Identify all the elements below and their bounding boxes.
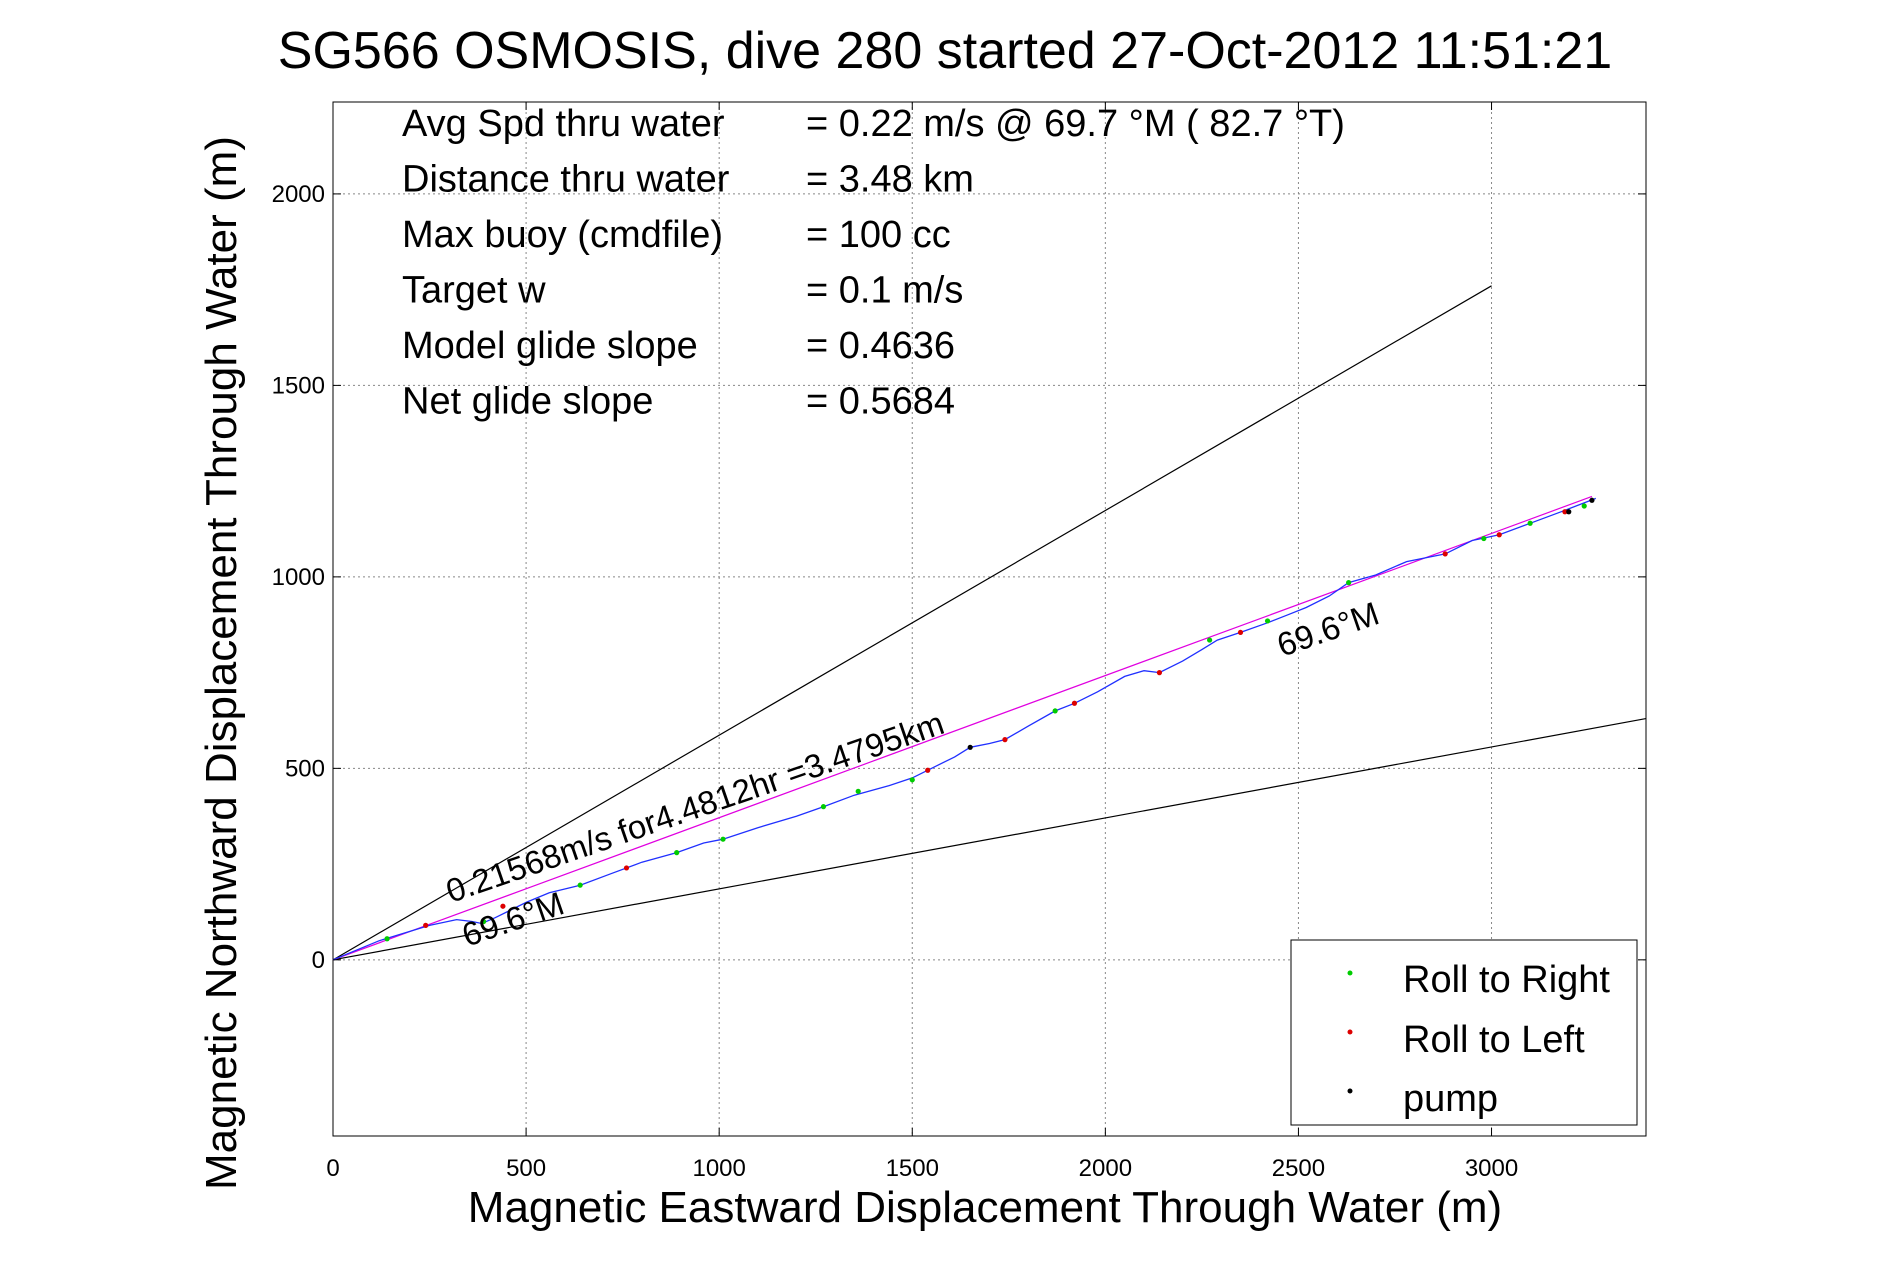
x-tick-label: 2000 [1079,1155,1132,1182]
legend-marker-pump [1347,1088,1353,1094]
series-layer [332,497,1597,961]
info-value: = 100 cc [806,214,951,256]
track-series-line [332,497,1597,961]
y-tick-label: 2000 [272,181,325,208]
x-tick-label: 500 [506,1155,546,1182]
marker-roll-right [1264,618,1271,624]
x-tick-label: 1500 [886,1155,939,1182]
track-annotation: 0.21568m/s for4.4812hr =3.4795km [441,704,948,910]
plot-area-frame [332,101,1647,1137]
marker-roll-right [577,882,583,888]
marker-roll-right [820,804,827,810]
marker-roll-left [925,767,931,773]
reference-line-1 [332,285,1492,961]
marker-roll-left [1237,629,1244,636]
x-tick-label: 0 [326,1155,339,1182]
legend-marker-roll-right [1347,970,1353,976]
marker-roll-right [1581,503,1587,509]
marker-roll-right [1481,535,1487,542]
x-tick-label: 1000 [692,1155,745,1182]
reference-line-3 [332,495,1593,961]
legend-label-pump: pump [1403,1078,1498,1120]
legend: Roll to Right Roll to Left pump [1290,939,1638,1126]
marker-roll-right [1052,708,1058,714]
marker-roll-left [423,922,429,928]
info-label: Avg Spd thru water [402,103,725,145]
info-text-block: Avg Spd thru water = 0.22 m/s @ 69.7 °M (… [402,103,1345,423]
chart-title: SG566 OSMOSIS, dive 280 started 27-Oct-2… [278,22,1612,80]
reference-lines [332,285,1647,961]
marker-roll-left [1562,509,1568,515]
info-value: = 3.48 km [806,159,974,201]
y-tick-label: 1000 [272,564,325,591]
info-label: Model glide slope [402,325,698,367]
y-tick-label: 1500 [272,372,325,399]
x-axis-label: Magnetic Eastward Displacement Through W… [468,1183,1502,1232]
info-value: = 0.5684 [806,381,955,423]
marker-roll-left [1156,670,1163,676]
marker-roll-left [1496,532,1502,538]
marker-roll-right [1346,580,1352,586]
marker-roll-right [909,777,915,783]
marker-roll-right [1527,520,1533,526]
info-value: = 0.4636 [806,325,955,367]
y-tick-label: 500 [285,755,325,782]
info-value: = 0.22 m/s @ 69.7 °M ( 82.7 °T) [806,103,1345,145]
legend-marker-roll-left [1347,1029,1353,1035]
info-label: Net glide slope [402,381,653,423]
heading-annotation-end: 69.6°M [1272,594,1383,663]
marker-roll-left [1442,551,1448,557]
y-axis-label: Magnetic Northward Displacement Through … [197,136,246,1190]
marker-roll-right [1207,637,1213,643]
legend-label-roll-left: Roll to Left [1403,1019,1585,1061]
y-tick-label: 0 [312,947,325,974]
marker-pump [1566,509,1572,515]
marker-roll-left [1071,700,1078,706]
marker-roll-left [623,865,630,871]
tick-labels: 0 500 1000 1500 2000 2500 3000 0 500 1000 1500 2000 [272,102,1646,1182]
x-tick-label: 2500 [1272,1155,1325,1182]
marker-layer [384,497,1595,942]
info-label: Distance thru water [402,159,730,201]
marker-roll-right [720,836,726,842]
info-label: Target w [402,270,546,312]
marker-roll-right [384,936,390,942]
marker-roll-left [1002,737,1008,743]
marker-roll-right [481,918,487,925]
legend-label-roll-right: Roll to Right [1403,959,1610,1001]
info-value: = 0.1 m/s [806,270,963,312]
marker-pump [1589,497,1595,503]
info-label: Max buoy (cmdfile) [402,214,723,256]
marker-roll-right [674,850,680,856]
x-tick-label: 3000 [1465,1155,1518,1182]
marker-roll-right [855,788,861,794]
reference-line-2 [332,717,1647,961]
marker-pump [967,744,973,750]
marker-roll-left [500,903,506,909]
